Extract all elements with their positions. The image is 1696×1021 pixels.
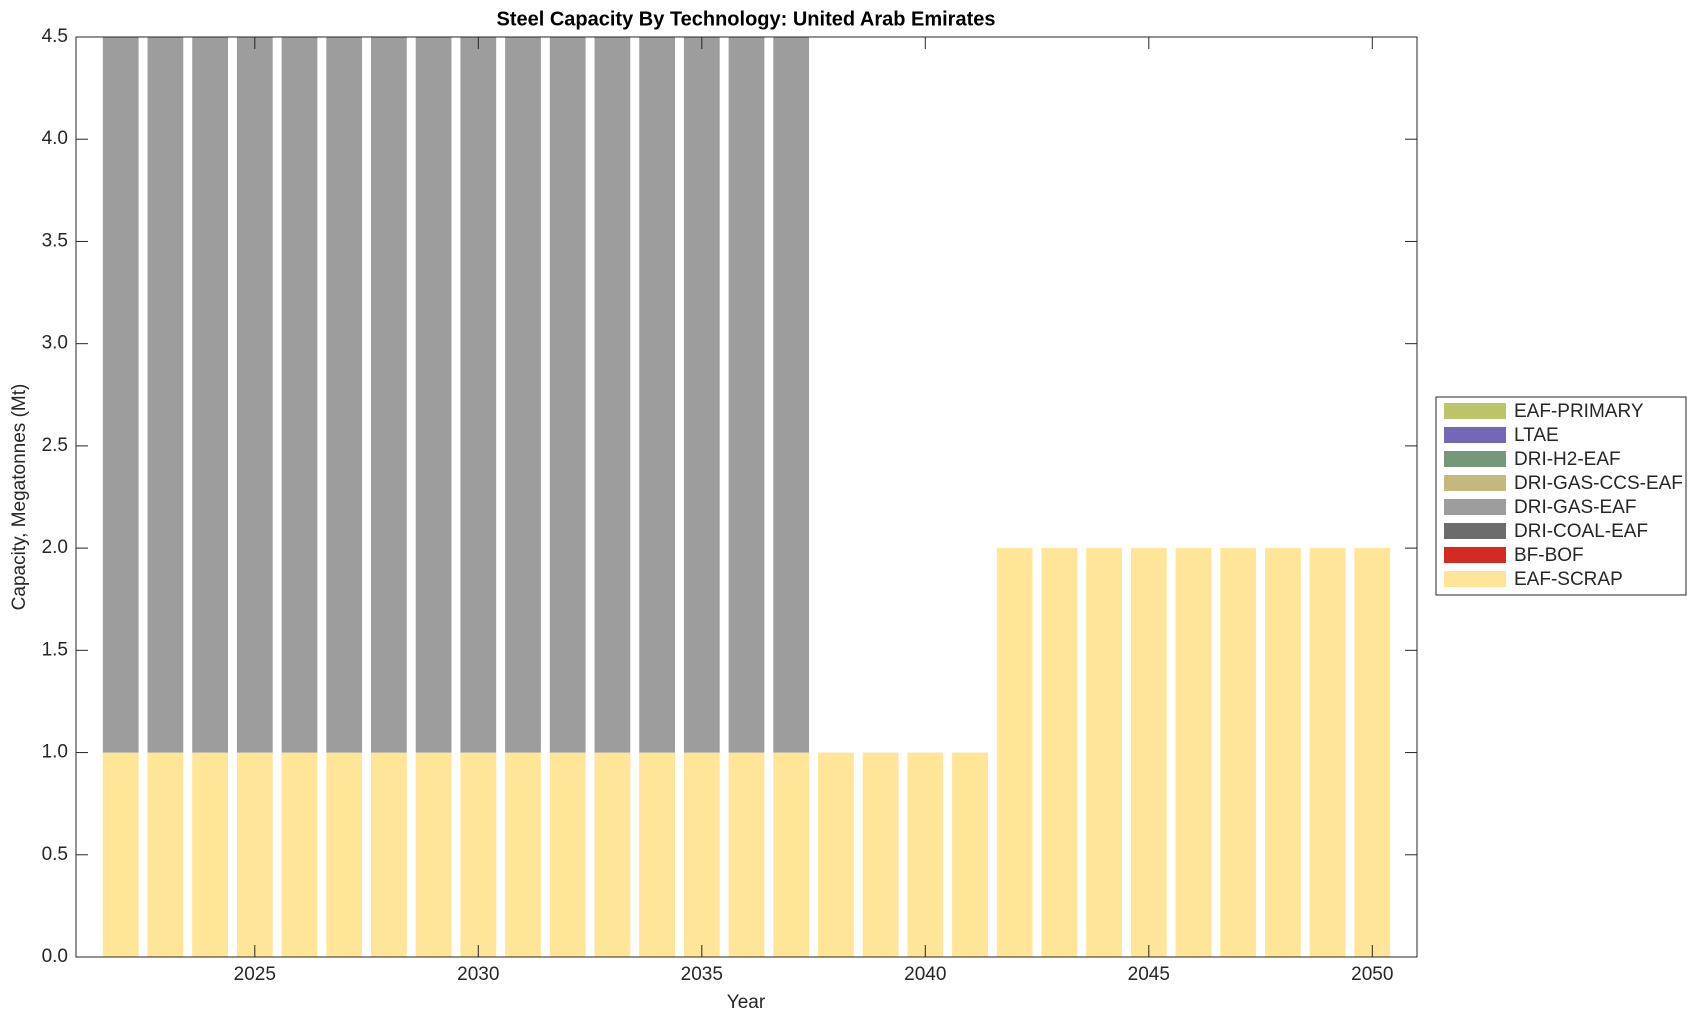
bar-segment — [549, 752, 586, 957]
y-tick-label: 3.5 — [42, 230, 68, 251]
bar-segment — [236, 37, 273, 753]
bar-segment — [147, 752, 184, 957]
legend-swatch — [1444, 451, 1506, 467]
bar-segment — [1086, 548, 1122, 957]
legend-label: EAF-SCRAP — [1514, 569, 1623, 590]
bar-segment — [192, 37, 228, 753]
x-tick-label: 2040 — [904, 964, 946, 985]
bar-segment — [773, 752, 810, 957]
x-tick-label: 2035 — [681, 964, 723, 985]
axes-box — [75, 36, 1418, 958]
bar-segment — [460, 752, 497, 957]
y-tick-label: 2.5 — [42, 435, 68, 456]
legend-label: EAF-PRIMARY — [1514, 401, 1644, 422]
bar-segment — [1130, 548, 1167, 957]
bar-segment — [505, 752, 541, 957]
y-tick-label: 1.0 — [42, 742, 68, 763]
bar-segment — [415, 752, 452, 957]
legend-label: DRI-H2-EAF — [1514, 449, 1621, 470]
x-axis-label: Year — [727, 992, 766, 1013]
bar-segment — [505, 37, 541, 753]
legend-label: DRI-GAS-EAF — [1514, 497, 1636, 518]
y-tick-label: 4.5 — [42, 26, 68, 47]
bar-segment — [192, 752, 228, 957]
bar-segment — [594, 752, 631, 957]
bar-segment — [460, 37, 497, 753]
bar-segment — [683, 752, 720, 957]
legend-label: DRI-GAS-CCS-EAF — [1514, 473, 1683, 494]
bar-segment — [728, 37, 765, 753]
bar-segment — [281, 37, 318, 753]
legend-swatch — [1444, 547, 1506, 563]
bar-segment — [102, 752, 139, 957]
y-tick-label: 1.5 — [42, 639, 68, 660]
y-tick-label: 3.0 — [42, 333, 68, 354]
bar-segment — [773, 37, 810, 753]
legend-swatch — [1444, 523, 1506, 539]
bar-segment — [952, 752, 988, 957]
bar-segment — [1175, 548, 1212, 957]
bar-segment — [639, 752, 675, 957]
legend-swatch — [1444, 499, 1506, 515]
bar-segment — [683, 37, 720, 753]
bar-segment — [639, 37, 675, 753]
bar-segment — [907, 752, 944, 957]
legend-swatch — [1444, 571, 1506, 587]
bar-segment — [1041, 548, 1078, 957]
bar-segment — [728, 752, 765, 957]
bar-segment — [326, 752, 363, 957]
bars — [102, 37, 1391, 957]
bar-segment — [818, 752, 854, 957]
y-tick-label: 0.5 — [42, 844, 68, 865]
bar-segment — [415, 37, 452, 753]
bar-segment — [594, 37, 631, 753]
y-tick-label: 2.0 — [42, 537, 68, 558]
y-tick-label: 4.0 — [42, 128, 68, 149]
legend-label: DRI-COAL-EAF — [1514, 521, 1648, 542]
legend-label: BF-BOF — [1514, 545, 1584, 566]
bar-segment — [102, 37, 139, 753]
bar-segment — [1220, 548, 1257, 957]
x-tick-label: 2045 — [1128, 964, 1170, 985]
y-tick-label: 0.0 — [42, 946, 68, 967]
bar-segment — [1354, 548, 1391, 957]
bar-segment — [371, 37, 407, 753]
bar-segment — [996, 548, 1033, 957]
chart-title: Steel Capacity By Technology: United Ara… — [496, 8, 995, 30]
legend-swatch — [1444, 427, 1506, 443]
bar-segment — [549, 37, 586, 753]
bar-segment — [1309, 548, 1346, 957]
bar-segment — [862, 752, 899, 957]
legend-swatch — [1444, 403, 1506, 419]
bar-segment — [326, 37, 363, 753]
bar-segment — [371, 752, 407, 957]
bar-segment — [236, 752, 273, 957]
x-tick-label: 2050 — [1351, 964, 1393, 985]
bar-segment — [147, 37, 184, 753]
y-axis-label: Capacity, Megatonnes (Mt) — [9, 384, 30, 611]
bar-segment — [1265, 548, 1301, 957]
x-tick-label: 2030 — [457, 964, 499, 985]
legend-label: LTAE — [1514, 425, 1559, 446]
bar-segment — [281, 752, 318, 957]
legend-swatch — [1444, 475, 1506, 491]
x-tick-label: 2025 — [234, 964, 276, 985]
